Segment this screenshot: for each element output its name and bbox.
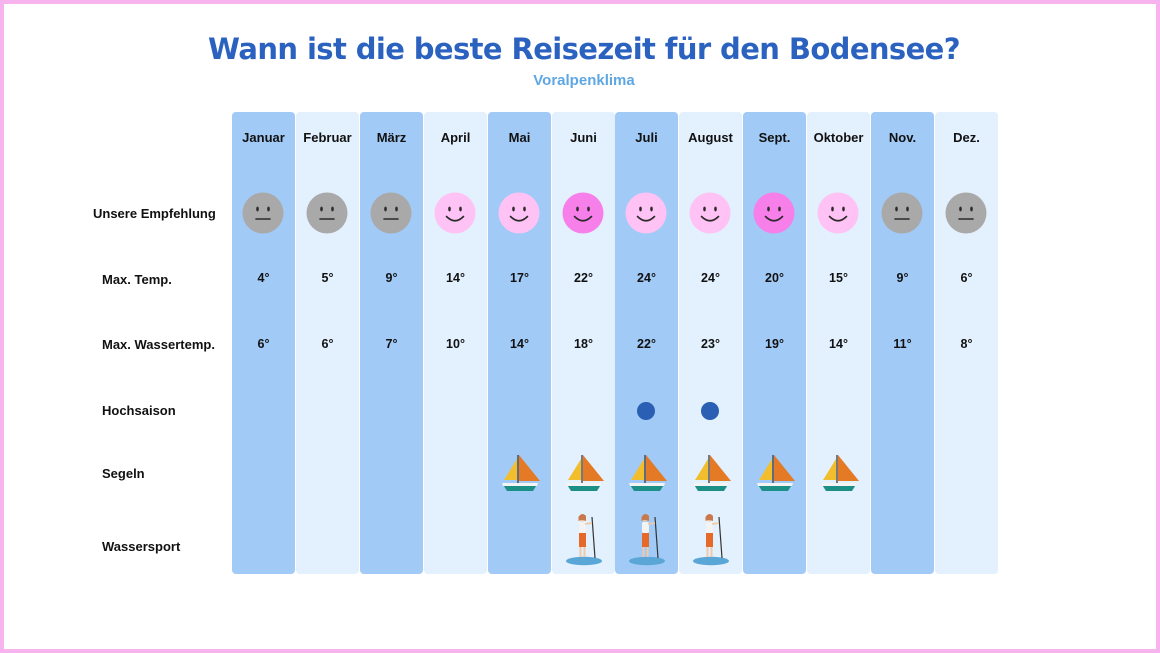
paddleboard-icon — [689, 509, 733, 569]
max-wassertemp-value: 19° — [765, 337, 784, 351]
month-name: Juli — [635, 130, 658, 145]
month-name: Nov. — [888, 130, 917, 145]
month-name: Januar — [242, 130, 285, 145]
max-wassertemp-value: 14° — [829, 337, 848, 351]
sailboat-icon — [687, 449, 735, 497]
max-wassertemp-value: 18° — [574, 337, 593, 351]
row-label-wassersport: Wassersport — [102, 539, 181, 554]
smiley-best-icon — [753, 192, 795, 234]
page-subtitle: Voralpenklima — [533, 72, 635, 89]
month-name: Februar — [303, 130, 352, 145]
max-temp-value: 9° — [896, 271, 909, 285]
smiley-best-icon — [562, 192, 604, 234]
max-wassertemp-value: 10° — [446, 337, 465, 351]
row-label-max-wassertemp: Max. Wassertemp. — [102, 337, 215, 352]
sailboat-icon — [751, 449, 799, 497]
smiley-neutral-icon — [242, 192, 284, 234]
month-name: Dez. — [953, 130, 980, 145]
month-column — [552, 112, 615, 574]
row-label-segeln: Segeln — [102, 466, 145, 481]
month-column — [615, 112, 678, 574]
row-label-max-temp: Max. Temp. — [102, 272, 172, 287]
month-name: Oktober — [813, 130, 864, 145]
smiley-good-icon — [498, 192, 540, 234]
month-name: August — [688, 130, 733, 145]
month-column — [935, 112, 998, 574]
max-temp-value: 14° — [446, 271, 465, 285]
hochsaison-dot-icon — [701, 402, 719, 420]
smiley-neutral-icon — [370, 192, 412, 234]
month-name: Sept. — [758, 130, 791, 145]
month-name: März — [376, 130, 407, 145]
max-temp-value: 9° — [385, 271, 398, 285]
smiley-neutral-icon — [306, 192, 348, 234]
paddleboard-icon — [562, 509, 606, 569]
smiley-good-icon — [689, 192, 731, 234]
max-temp-value: 17° — [510, 271, 529, 285]
max-wassertemp-value: 22° — [637, 337, 656, 351]
smiley-good-icon — [817, 192, 859, 234]
max-temp-value: 24° — [701, 271, 720, 285]
month-column — [743, 112, 806, 574]
month-name: April — [440, 130, 471, 145]
month-column — [871, 112, 934, 574]
max-wassertemp-value: 11° — [893, 337, 912, 351]
max-temp-value: 24° — [637, 271, 656, 285]
hochsaison-dot-icon — [637, 402, 655, 420]
smiley-good-icon — [625, 192, 667, 234]
month-column — [232, 112, 295, 574]
max-wassertemp-value: 23° — [701, 337, 720, 351]
max-temp-value: 4° — [257, 271, 270, 285]
max-temp-value: 15° — [829, 271, 848, 285]
month-column — [360, 112, 423, 574]
month-column — [488, 112, 551, 574]
max-wassertemp-value: 7° — [385, 337, 398, 351]
smiley-neutral-icon — [881, 192, 923, 234]
smiley-good-icon — [434, 192, 476, 234]
max-wassertemp-value: 14° — [510, 337, 529, 351]
month-column — [679, 112, 742, 574]
row-label-empfehlung: Unsere Empfehlung — [93, 206, 216, 221]
month-name: Juni — [570, 130, 597, 145]
max-wassertemp-value: 6° — [257, 337, 270, 351]
smiley-neutral-icon — [945, 192, 987, 234]
sailboat-icon — [560, 449, 608, 497]
month-column — [807, 112, 870, 574]
row-label-hochsaison: Hochsaison — [102, 403, 176, 418]
max-temp-value: 22° — [574, 271, 593, 285]
sailboat-icon — [496, 449, 544, 497]
max-wassertemp-value: 8° — [960, 337, 973, 351]
max-temp-value: 5° — [321, 271, 334, 285]
sailboat-icon — [815, 449, 863, 497]
month-name: Mai — [508, 130, 531, 145]
paddleboard-icon — [625, 509, 669, 569]
page-title: Wann ist die beste Reisezeit für den Bod… — [208, 32, 961, 66]
max-wassertemp-value: 6° — [321, 337, 334, 351]
month-column — [296, 112, 359, 574]
month-column — [424, 112, 487, 574]
sailboat-icon — [623, 449, 671, 497]
max-temp-value: 20° — [765, 271, 784, 285]
max-temp-value: 6° — [960, 271, 973, 285]
